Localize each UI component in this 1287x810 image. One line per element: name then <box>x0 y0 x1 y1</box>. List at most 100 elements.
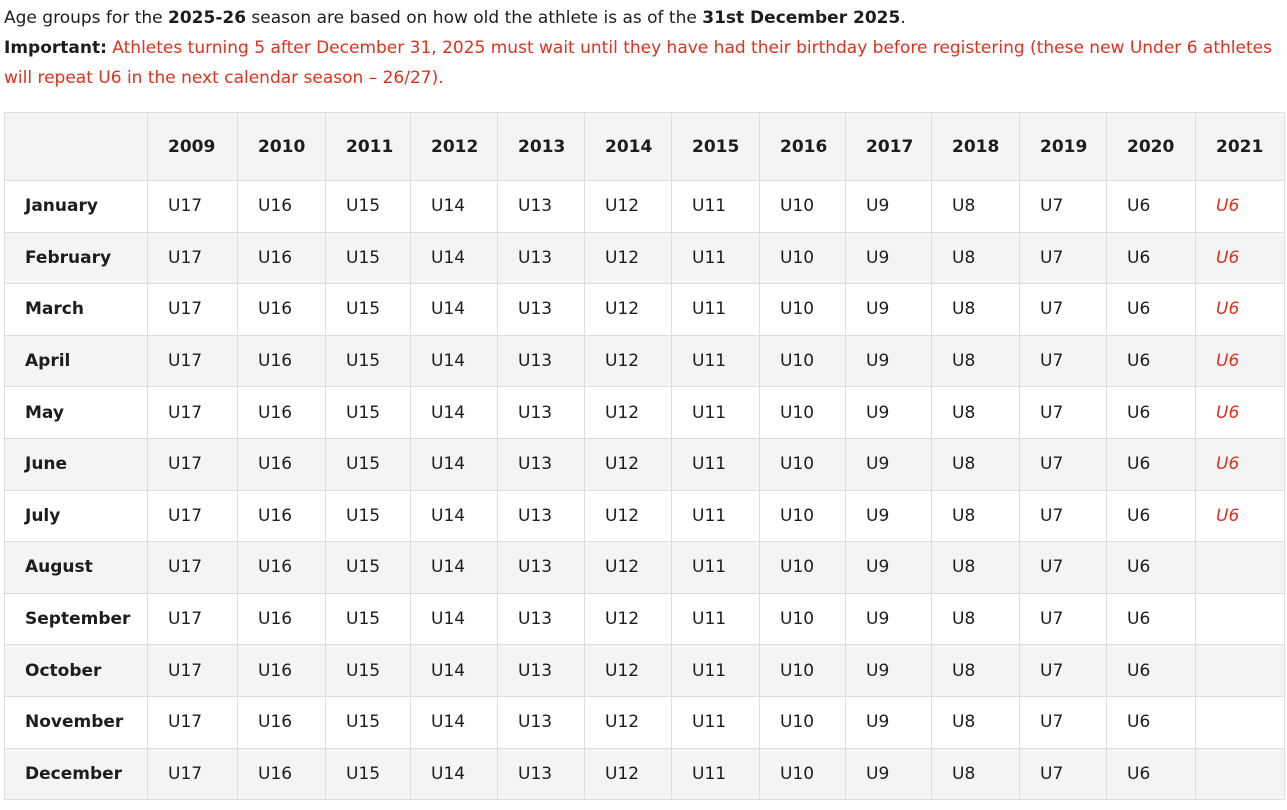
age-group-cell: U15 <box>325 386 411 439</box>
table-row: October U17 U16 U15 U14 U13 U12 U11 U10 U9 U8 U7 U6 <box>4 644 1285 697</box>
age-group-cell: U9 <box>845 747 932 801</box>
table-row: February U17 U16 U15 U14 U13 U12 U11 U10 U9 U8 U7 U6… <box>4 231 1285 285</box>
month-label: August <box>4 541 148 594</box>
age-group-cell: U16 <box>237 592 326 646</box>
age-group-cell: U14 <box>410 541 498 594</box>
age-group-cell: U16 <box>237 541 326 594</box>
age-group-cell: U6 <box>1106 592 1196 646</box>
age-group-cell: U6 <box>1106 489 1196 543</box>
cutoff-date: 31st December 2025 <box>702 8 901 28</box>
age-group-cell: U13 <box>497 437 585 491</box>
age-group-cell: U10 <box>759 541 846 594</box>
age-group-cell: U13 <box>497 644 585 697</box>
age-group-cell: U10 <box>759 180 846 233</box>
age-group-cell: U13 <box>497 386 585 439</box>
age-group-cell: U10 <box>759 437 846 491</box>
age-group-cell: U6 <box>1195 283 1285 336</box>
year-header: 2021 <box>1195 112 1285 181</box>
age-group-cell <box>1195 644 1285 697</box>
age-group-cell: U12 <box>584 334 672 388</box>
age-group-cell: U16 <box>237 747 326 801</box>
table-row: September U17 U16 U15 U14 U13 U12 U11 U10 U9 U8 U7 U… <box>4 592 1285 646</box>
age-group-cell: U10 <box>759 489 846 543</box>
age-group-cell: U14 <box>410 747 498 801</box>
age-group-cell: U17 <box>147 386 238 439</box>
age-group-cell: U6 <box>1106 180 1196 233</box>
age-group-cell: U6 <box>1106 334 1196 388</box>
age-group-cell: U11 <box>671 747 760 801</box>
age-group-cell: U15 <box>325 283 411 336</box>
month-label: October <box>4 644 148 697</box>
season-note-part: season are based on how old the athlete … <box>246 8 703 28</box>
age-group-cell: U6 <box>1195 180 1285 233</box>
important-note: Important: Athletes turning 5 after Dece… <box>4 33 1284 93</box>
age-group-cell: U14 <box>410 644 498 697</box>
age-group-cell: U11 <box>671 541 760 594</box>
age-group-cell: U12 <box>584 437 672 491</box>
age-group-cell: U11 <box>671 334 760 388</box>
month-label: July <box>4 489 148 543</box>
age-group-cell: U10 <box>759 644 846 697</box>
age-group-cell: U17 <box>147 644 238 697</box>
age-group-cell: U9 <box>845 437 932 491</box>
age-group-cell: U12 <box>584 541 672 594</box>
age-group-cell: U11 <box>671 231 760 285</box>
age-group-cell: U12 <box>584 231 672 285</box>
table-row: March U17 U16 U15 U14 U13 U12 U11 U10 U9 U8 U7 U6 U6 <box>4 283 1285 336</box>
month-label: November <box>4 695 148 749</box>
age-group-cell: U11 <box>671 283 760 336</box>
age-group-cell: U9 <box>845 180 932 233</box>
age-group-cell: U7 <box>1019 386 1107 439</box>
age-group-cell: U10 <box>759 592 846 646</box>
age-group-cell: U15 <box>325 747 411 801</box>
age-group-cell: U9 <box>845 695 932 749</box>
age-group-cell: U6 <box>1106 283 1196 336</box>
age-group-cell: U6 <box>1106 541 1196 594</box>
age-group-cell: U16 <box>237 695 326 749</box>
table-row: May U17 U16 U15 U14 U13 U12 U11 U10 U9 U8 U7 U6 U6 <box>4 386 1285 439</box>
table-row: November U17 U16 U15 U14 U13 U12 U11 U10 U9 U8 U7 U6 <box>4 695 1285 749</box>
year-header: 2014 <box>584 112 672 181</box>
age-group-cell: U12 <box>584 489 672 543</box>
age-group-cell: U6 <box>1195 231 1285 285</box>
age-group-cell: U10 <box>759 334 846 388</box>
age-group-cell: U16 <box>237 283 326 336</box>
year-header: 2016 <box>759 112 846 181</box>
age-group-table: 2009 2010 2011 2012 2013 2014 2015 2016 2017 2018… <box>4 112 1285 801</box>
age-group-cell <box>1195 541 1285 594</box>
age-group-cell: U10 <box>759 695 846 749</box>
month-label: September <box>4 592 148 646</box>
age-group-cell: U8 <box>931 489 1020 543</box>
corner-cell <box>4 112 148 181</box>
age-group-cell: U14 <box>410 386 498 439</box>
age-group-cell: U15 <box>325 437 411 491</box>
age-group-cell: U13 <box>497 334 585 388</box>
year-header: 2017 <box>845 112 932 181</box>
year-header: 2009 <box>147 112 238 181</box>
age-group-cell: U13 <box>497 747 585 801</box>
year-header: 2018 <box>931 112 1020 181</box>
table-body: January U17 U16 U15 U14 U13 U12 U11 U10 U9 U8 U7 U6 U… <box>4 180 1285 801</box>
age-group-cell: U10 <box>759 231 846 285</box>
age-group-cell: U7 <box>1019 592 1107 646</box>
age-group-cell: U12 <box>584 644 672 697</box>
age-group-cell: U15 <box>325 644 411 697</box>
age-group-cell: U8 <box>931 180 1020 233</box>
age-group-cell: U8 <box>931 695 1020 749</box>
age-group-cell <box>1195 695 1285 749</box>
age-group-cell: U8 <box>931 231 1020 285</box>
month-label: February <box>4 231 148 285</box>
age-group-cell: U17 <box>147 489 238 543</box>
age-group-cell: U9 <box>845 231 932 285</box>
season-note-part: Age groups for the <box>4 8 168 28</box>
age-group-cell: U7 <box>1019 747 1107 801</box>
age-group-cell: U16 <box>237 644 326 697</box>
age-group-cell: U16 <box>237 437 326 491</box>
age-group-cell: U6 <box>1195 489 1285 543</box>
age-group-cell <box>1195 592 1285 646</box>
age-group-cell: U6 <box>1195 334 1285 388</box>
age-group-cell: U15 <box>325 541 411 594</box>
age-group-cell: U14 <box>410 592 498 646</box>
age-group-cell: U10 <box>759 386 846 439</box>
age-group-cell: U14 <box>410 283 498 336</box>
